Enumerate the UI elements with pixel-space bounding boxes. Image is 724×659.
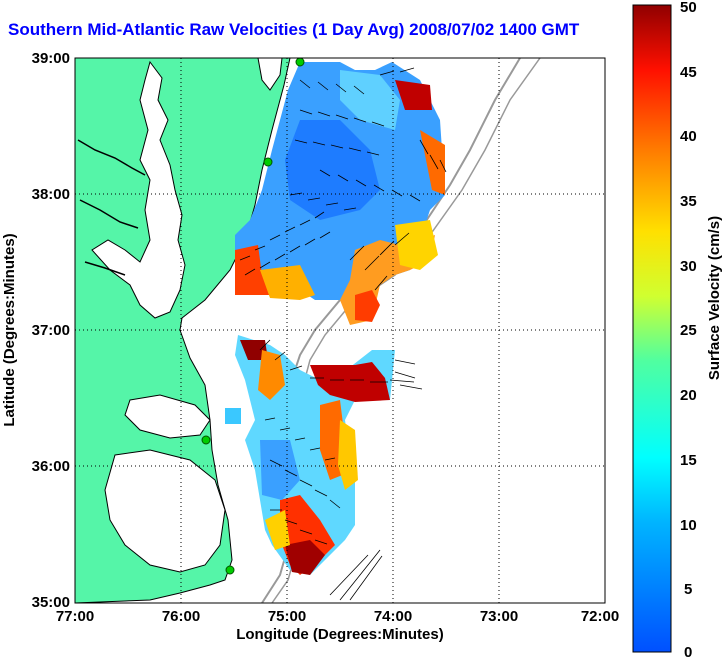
x-tick-label: 76:00: [162, 608, 200, 625]
colorbar-tick-label: 25: [680, 322, 697, 339]
colorbar-tick-label: 50: [680, 0, 697, 16]
x-axis-label: Longitude (Degrees:Minutes): [236, 626, 444, 643]
y-tick-label: 38:00: [32, 186, 70, 203]
station-marker: [263, 157, 273, 167]
colorbar-tick-label: 30: [680, 258, 697, 275]
colorbar-label: Surface Velocity (cm/s): [706, 216, 723, 380]
radar-stations: [201, 58, 305, 575]
x-tick-label: 74:00: [374, 608, 412, 625]
delaware-bay: [257, 58, 283, 91]
y-tick-label: 37:00: [32, 322, 70, 339]
colorbar-tick-label: 35: [680, 193, 697, 210]
colorbar-tick-label: 10: [680, 517, 697, 534]
potomac-river: [77, 139, 146, 176]
y-tick-label: 39:00: [32, 50, 70, 67]
chesapeake-bay: [91, 60, 186, 319]
y-tick-label: 35:00: [32, 594, 70, 611]
colorbar-tick-label: 5: [684, 581, 692, 598]
plot-frame: [74, 57, 606, 604]
york-river: [84, 261, 126, 276]
velocity-field: [225, 62, 445, 575]
x-tick-label: 77:00: [56, 608, 94, 625]
map-title: Southern Mid-Atlantic Raw Velocities (1 …: [8, 20, 580, 39]
colorbar-tick-label: 40: [680, 128, 697, 145]
rappahannock-river: [79, 199, 139, 229]
colorbar-tick-label: 20: [680, 387, 697, 404]
colorbar-gradient: [632, 4, 672, 653]
station-marker: [225, 565, 235, 575]
x-tick-label: 75:00: [268, 608, 306, 625]
station-marker: [201, 435, 211, 445]
grid-lines: [75, 58, 605, 603]
x-axis: 77:00 76:00 75:00 74:00 73:00 72:00 Long…: [56, 608, 619, 643]
albemarle-sound: [124, 394, 211, 439]
colorbar-tick-label: 15: [680, 452, 697, 469]
station-marker: [295, 58, 305, 67]
colorbar-tick-label: 0: [684, 644, 692, 659]
pamlico-sound: [104, 449, 226, 573]
colorbar: 50 45 40 35 30 25 20 15 10 5 0 Surface V…: [632, 0, 723, 659]
x-tick-label: 72:00: [581, 608, 619, 625]
colorbar-tick-label: 45: [680, 64, 697, 81]
y-axis-label: Latitude (Degrees:Minutes): [1, 233, 18, 426]
velocity-vectors: [239, 67, 447, 601]
y-axis: 39:00 38:00 37:00 36:00 35:00 Latitude (…: [1, 50, 70, 611]
x-tick-label: 73:00: [480, 608, 518, 625]
y-tick-label: 36:00: [32, 458, 70, 475]
